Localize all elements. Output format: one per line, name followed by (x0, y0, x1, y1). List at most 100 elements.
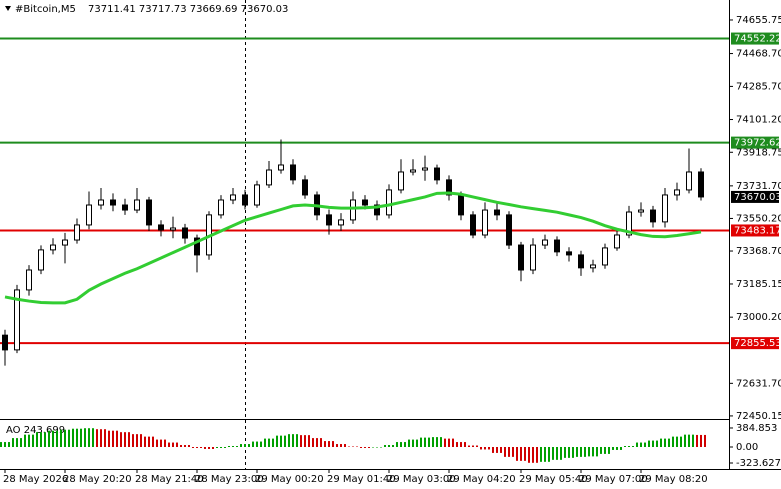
candle-body (86, 204, 92, 226)
candle-body (302, 179, 308, 196)
candle-body (566, 251, 572, 256)
ao-bar (8, 442, 10, 447)
ao-bar (408, 439, 410, 447)
ao-bar (204, 446, 206, 449)
ao-bar (228, 446, 230, 447)
ao-bar (388, 445, 390, 447)
x-tick-label: 29 May 03:00 (387, 474, 456, 485)
level-label: 74552.22 (734, 34, 781, 45)
ao-bar (560, 446, 562, 460)
ao-bar (276, 435, 278, 447)
ao-bar (356, 446, 358, 448)
ao-bar (480, 446, 482, 450)
candle-body (254, 184, 260, 206)
ao-bar (208, 446, 210, 449)
ao-bar (556, 446, 558, 460)
y-tick-label: 72631.70 (736, 378, 781, 389)
candle-body (626, 211, 632, 236)
ao-bar (152, 436, 154, 447)
candle-body (458, 194, 464, 216)
ao-bar (192, 446, 194, 448)
ao-bar (104, 429, 106, 447)
level-label-box (731, 136, 779, 149)
ao-bar (44, 432, 46, 447)
menu-triangle[interactable] (5, 6, 11, 11)
candle-body (182, 227, 188, 239)
level-label-box (731, 224, 779, 237)
ao-bar (500, 446, 502, 453)
ao-bar (280, 435, 282, 447)
candle-body (350, 199, 356, 221)
ao-bar (188, 445, 190, 447)
ao-bar (436, 437, 438, 447)
ao-bar (128, 432, 130, 447)
ao-bar (688, 434, 690, 447)
ao-bar (324, 441, 326, 447)
candle-body (698, 171, 704, 198)
ao-bar (692, 434, 694, 447)
ao-bar (700, 434, 702, 447)
ao-bar (568, 446, 570, 458)
ao-bar (268, 438, 270, 447)
candle-body (602, 247, 608, 266)
ao-bar (600, 446, 602, 454)
ao-bar (460, 442, 462, 447)
ao-bar (372, 446, 374, 448)
ao-bar (196, 446, 198, 448)
ao-bar (488, 446, 490, 450)
ao-bar (660, 438, 662, 447)
level-label-box (731, 32, 779, 45)
ao-bar (284, 435, 286, 447)
ao-bar (332, 441, 334, 447)
ao-bar (68, 429, 70, 447)
y-tick-label: 74655.75 (736, 15, 781, 26)
x-tick-label: 29 May 07:00 (579, 474, 648, 485)
ao-bar (508, 446, 510, 457)
ao-bar (672, 436, 674, 447)
ao-bar (164, 439, 166, 447)
ao-bar (336, 444, 338, 447)
ao-bar (656, 440, 658, 447)
candle-body (590, 264, 596, 269)
ao-bar (380, 446, 382, 448)
y-tick-label: 72450.15 (736, 411, 781, 422)
candle-body (398, 171, 404, 191)
ao-bar (492, 446, 494, 453)
ao-bar (28, 434, 30, 447)
ao-bar (504, 446, 506, 457)
ao-bar (80, 428, 82, 447)
x-tick-label: 29 May 04:20 (447, 474, 516, 485)
ao-bar (564, 446, 566, 458)
candle-body (614, 234, 620, 249)
ao-bar (632, 446, 634, 447)
candle-body (638, 209, 644, 213)
ao-bar (236, 446, 238, 447)
ao-bar (664, 438, 666, 447)
y-tick-label: 73918.75 (736, 147, 781, 158)
ao-bar (256, 441, 258, 447)
ao-bar (220, 446, 222, 448)
ao-bar (300, 435, 302, 447)
ao-bar (312, 438, 314, 447)
ao-bar (476, 445, 478, 447)
ao-bar (428, 437, 430, 447)
ao-bar (384, 445, 386, 447)
x-tick-label: 29 May 01:40 (327, 474, 396, 485)
ao-bar (16, 438, 18, 447)
candle-body (218, 199, 224, 216)
ao-bar (536, 446, 538, 463)
ao-bar (636, 442, 638, 447)
ao-bar (360, 446, 362, 448)
moving-average (4, 191, 702, 305)
ao-bar (552, 446, 554, 460)
y-tick-label: 73550.20 (736, 213, 781, 224)
candle-body (278, 164, 284, 171)
ao-bar (404, 442, 406, 447)
y-tick-label: 0.00 (736, 442, 758, 453)
ao-bar (448, 438, 450, 447)
ao-bar (680, 436, 682, 447)
ao-bar (468, 445, 470, 447)
ao-bar (532, 446, 534, 463)
